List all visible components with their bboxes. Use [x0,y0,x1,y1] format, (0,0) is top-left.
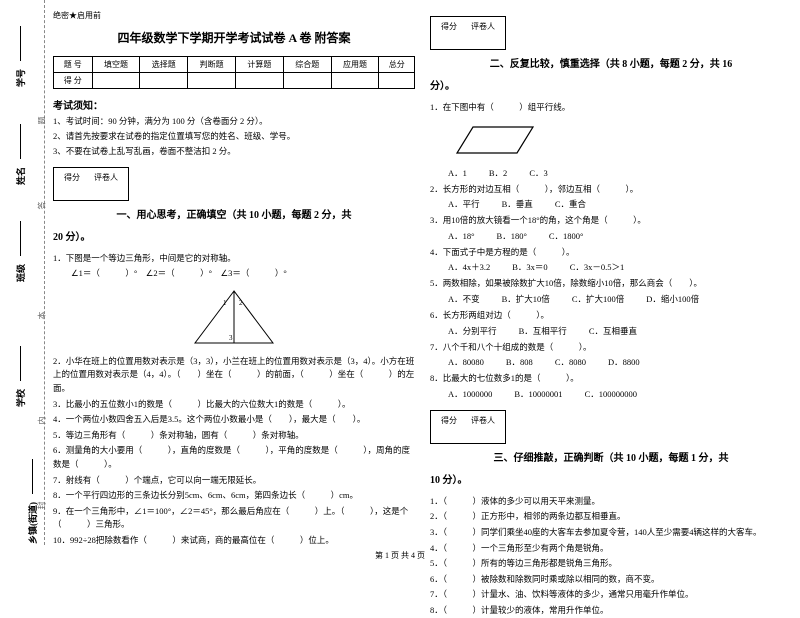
question: 5．两数相除，如果被除数扩大10倍，除数缩小10倍，那么商会（ ）。 [430,277,792,291]
options: A．平行B．垂直C．重合 [448,198,792,210]
exam-title: 四年级数学下学期开学考试试卷 A 卷 附答案 [53,29,415,46]
question: 4．一个两位小数四舍五入后是3.5。这个两位小数最小是（ ），最大是（ ）。 [53,413,415,427]
question: 2．长方形的对边互相（ ），邻边互相（ ）。 [430,183,792,197]
sidebar-field-id: 学号 [14,26,27,87]
notice-item: 1、考试时间：90 分钟，满分为 100 分（含卷面分 2 分）。 [53,116,415,128]
sidebar-field-class: 班级 [14,221,27,282]
left-column: 绝密★启用前 四年级数学下学期开学考试试卷 A 卷 附答案 题 号填空题选择题判… [53,10,415,545]
notice-item: 2、请首先按要求在试卷的指定位置填写您的姓名、班级、学号。 [53,131,415,143]
svg-text:2: 2 [239,299,243,307]
sidebar-field-school: 学校 [14,346,27,407]
question: 2．小华在班上的位置用数对表示是（3，3），小兰在班上的位置用数对表示是（3，4… [53,355,415,396]
question: 7．射线有（ ）个端点，它可以向一端无限延长。 [53,474,415,488]
section-2-title-2: 分）。 [430,79,792,95]
score-table: 题 号填空题选择题判断题计算题综合题应用题总分 得 分 [53,56,415,89]
options: A．80080B．808C．8080D．8800 [448,356,792,368]
question: 3．比最小的五位数小1的数是（ ）比最大的六位数大1的数是（ ）。 [53,398,415,412]
section-1-title: 一、用心思考，正确填空（共 10 小题，每题 2 分，共 [53,208,415,224]
options: A．18°B．180°C．1800° [448,230,792,242]
question: 1．在下图中有（ ）组平行线。 [430,101,792,115]
grader-box: 得分评卷人 [430,16,506,50]
binding-sidebar: 学号 姓名 班级 学校 乡镇(街道) 题 答 本 内 封 [0,0,45,545]
side-mark: 题 [37,117,48,125]
svg-text:1: 1 [223,299,227,307]
sidebar-field-name: 姓名 [14,124,27,185]
section-3-title-2: 10 分）。 [430,473,792,489]
question: 6．测量角的大小要用（ ），直角的度数是（ ），平角的度数是（ ），周角的度数是… [53,444,415,471]
page-footer: 第 1 页 共 4 页 [0,550,800,561]
triangle-diagram: 1 2 3 [187,287,282,349]
question: 8．一个平行四边形的三条边长分别5cm、6cm、6cm，第四条边长（ ）cm。 [53,489,415,503]
section-2-title: 二、反复比较，慎重选择（共 8 小题，每题 2 分，共 16 [430,57,792,73]
section-1-title-2: 20 分）。 [53,230,415,246]
options: A．分别平行B．互相平行C．互相垂直 [448,325,792,337]
question: 5．等边三角形有（ ）条对称轴，圆有（ ）条对称轴。 [53,429,415,443]
right-column: 得分评卷人 二、反复比较，慎重选择（共 8 小题，每题 2 分，共 16 分）。… [430,10,792,545]
grader-box: 得分评卷人 [53,167,129,201]
question: 6．长方形两组对边（ ）。 [430,309,792,323]
question: 1．下图是一个等边三角形，中间是它的对称轴。 [53,252,415,266]
question: 6．（ ）被除数和除数同时乘或除以相同的数，商不变。 [430,573,792,587]
options: A．1000000B．10000001C．100000000 [448,388,792,400]
side-mark: 答 [37,202,48,210]
side-mark: 封 [37,502,48,510]
question: 9．在一个三角形中，∠1＝100°，∠2＝45°，那么最后角应在（ ）上。（ ）… [53,505,415,532]
side-mark: 内 [37,417,48,425]
notice-item: 3、不要在试卷上乱写乱画，卷面不整洁扣 2 分。 [53,146,415,158]
question: 8．比最大的七位数多1的是（ ）。 [430,372,792,386]
options: A．不变B．扩大10倍C．扩大100倍D．缩小100倍 [448,293,792,305]
options: A．4x＋3.2B．3x＝0C．3x－0.5＞1 [448,261,792,273]
question: 1．（ ）液体的多少可以用天平来测量。 [430,495,792,509]
question: 4．下面式子中是方程的是（ ）。 [430,246,792,260]
options: A．1B．2C．3 [448,167,792,179]
side-mark: 本 [37,312,48,320]
question: 7．八个千和八个十组成的数是（ ）。 [430,341,792,355]
question: 10．992÷28把除数看作（ ）来试商，商的最高位在（ ）位上。 [53,534,415,548]
parallelogram-diagram [455,121,540,159]
question: 3．用10倍的放大镜看一个18°的角，这个角是（ ）。 [430,214,792,228]
notice-header: 考试须知： [53,97,415,112]
grader-box: 得分评卷人 [430,410,506,444]
svg-text:3: 3 [229,334,233,342]
question: 7．（ ）计量水、油、饮料等液体的多少，通常只用毫升作单位。 [430,588,792,602]
question: 3．（ ）同学们乘坐40座的大客车去参加夏令营，140人至少需要4辆这样的大客车… [430,526,792,540]
question: 8．（ ）计量较少的液体，常用升作单位。 [430,604,792,618]
secret-label: 绝密★启用前 [53,10,415,21]
question-sub: ∠1＝（ ）° ∠2＝（ ）° ∠3＝（ ）° [71,267,415,281]
question: 2．（ ）正方形中，相邻的两条边都互相垂直。 [430,510,792,524]
section-3-title: 三、仔细推敲，正确判断（共 10 小题，每题 1 分，共 [430,451,792,467]
